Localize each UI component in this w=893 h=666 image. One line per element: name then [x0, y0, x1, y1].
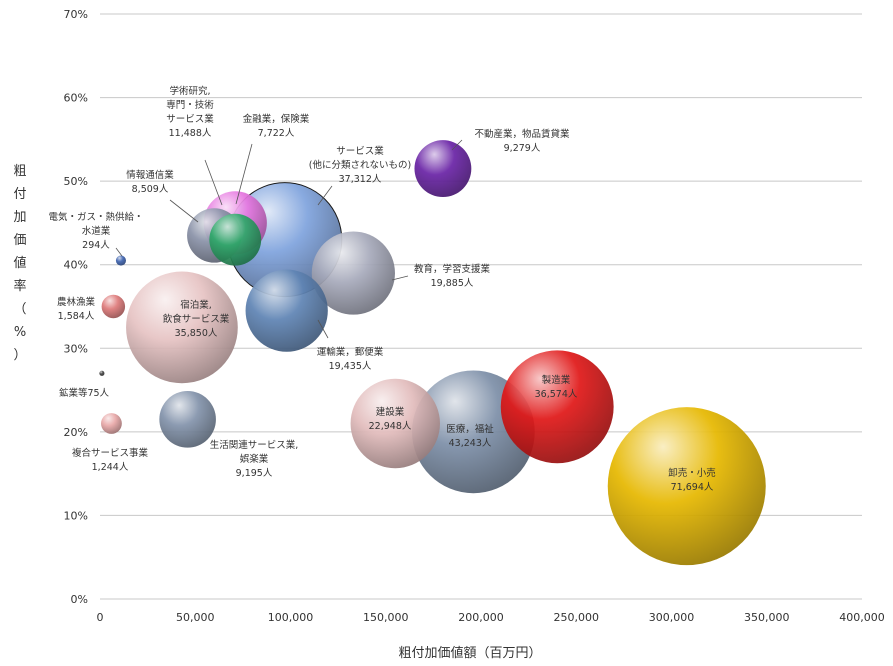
y-tick-label: 10%	[64, 509, 88, 522]
bubble	[209, 213, 262, 266]
y-tick-label: 60%	[64, 92, 88, 105]
y-tick-label: 0%	[71, 593, 88, 606]
bubble-label: 学術研究,専門・技術サービス業 11,488人	[166, 85, 214, 139]
x-tick-label: 300,000	[649, 611, 695, 624]
bubble-label: 運輸業，郵便業 19,435人	[317, 346, 384, 372]
bubble-label: 情報通信業 8,509人	[126, 169, 174, 195]
bubble-label: 宿泊業,飲食サービス業 35,850人	[163, 299, 230, 339]
bubble-label: 金融業，保険業 7,722人	[243, 113, 310, 139]
x-tick-label: 100,000	[268, 611, 314, 624]
leader-line	[235, 143, 253, 205]
bubble	[159, 391, 216, 448]
leader-line	[451, 139, 463, 151]
x-tick-label: 200,000	[458, 611, 504, 624]
leader-lines	[115, 139, 463, 339]
x-tick-label: 0	[97, 611, 104, 624]
y-tick-label: 70%	[64, 8, 88, 21]
leader-line	[115, 247, 123, 257]
leader-line	[317, 319, 329, 339]
bubble-label: 教育，学習支援業 19,885人	[414, 263, 491, 289]
bubble-label: 複合サービス事業 1,244人	[72, 447, 149, 473]
bubble	[607, 407, 766, 566]
bubble	[350, 378, 440, 469]
leader-line	[169, 199, 199, 223]
x-tick-label: 400,000	[839, 611, 885, 624]
x-axis-label: 粗付加価値額（百万円）	[398, 645, 541, 661]
bubble	[99, 370, 105, 376]
y-tick-label: 50%	[64, 175, 88, 188]
bubble-label: サービス業(他に分類されないもの) 37,312人	[309, 145, 411, 185]
bubble-label: 農林漁業 1,584人	[57, 296, 96, 322]
leader-line	[317, 185, 333, 206]
x-axis-ticks: 0 50,000 100,000 150,000 200,000 250,000 300,0…	[97, 611, 885, 624]
bubbles	[99, 140, 766, 566]
bubble	[414, 140, 472, 198]
x-tick-label: 150,000	[363, 611, 409, 624]
bubble-label: 医療，福祉 43,243人	[446, 423, 494, 449]
bubble	[245, 269, 328, 352]
bubble	[311, 231, 395, 315]
bubble-label: 建設業 22,948人	[369, 406, 412, 432]
bubble-label: 電気・ガス・熱供給・水道業 294人	[48, 211, 143, 251]
y-axis-ticks: 0% 10% 20% 30% 40% 50% 60% 70%	[64, 8, 88, 606]
x-tick-label: 250,000	[554, 611, 600, 624]
y-axis-label: 粗付加価値率（%）	[13, 164, 26, 363]
bubble	[126, 271, 238, 384]
y-tick-label: 40%	[64, 259, 88, 272]
bubble-label: 鉱業等75人	[59, 387, 110, 399]
bubble	[500, 350, 614, 464]
leader-line	[391, 275, 409, 281]
y-tick-label: 30%	[64, 342, 88, 355]
x-tick-label: 50,000	[176, 611, 215, 624]
bubble-label: 不動産業，物品賃貸業 9,279人	[474, 128, 570, 154]
bubble	[115, 255, 127, 266]
bubble-label: 卸売・小売 71,694人	[668, 467, 716, 493]
bubble	[101, 294, 126, 319]
bubble-label: 生活関連サービス業,娯楽業 9,195人	[210, 439, 299, 479]
bubble-label: 製造業 36,574人	[535, 374, 578, 400]
leader-line	[204, 159, 223, 206]
x-tick-label: 350,000	[744, 611, 790, 624]
y-tick-label: 20%	[64, 426, 88, 439]
bubble	[101, 413, 122, 434]
